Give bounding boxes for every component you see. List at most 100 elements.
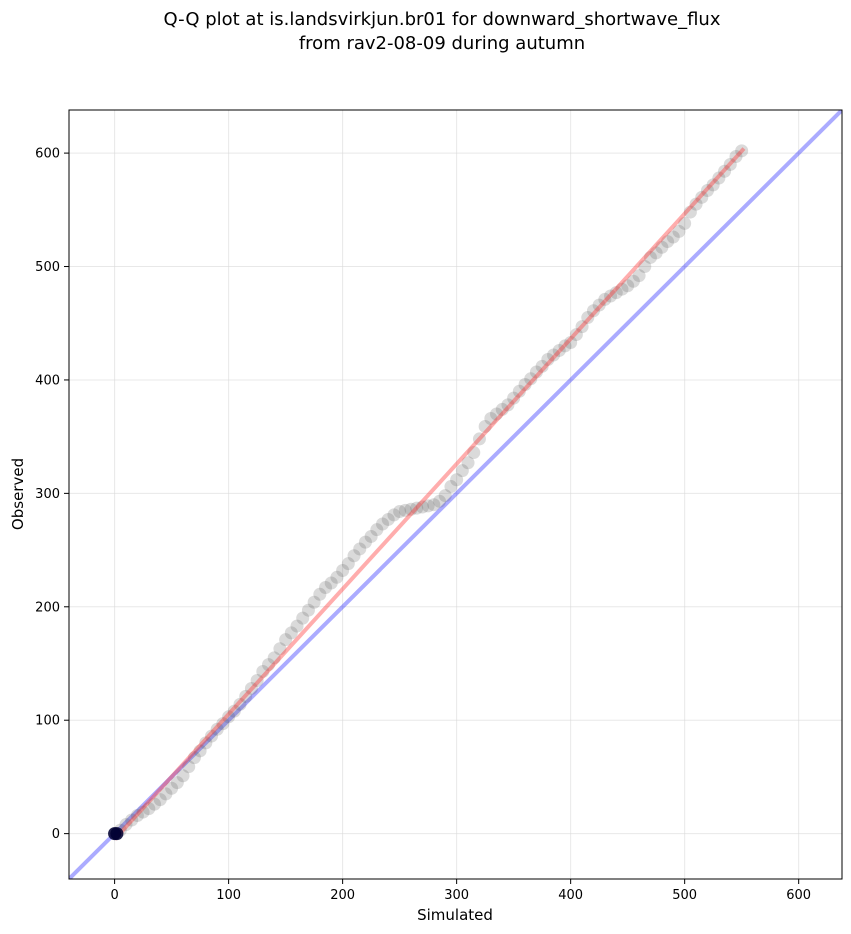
- quantile-point: [330, 570, 344, 584]
- quantile-point: [239, 689, 253, 703]
- quantile-point: [125, 813, 139, 827]
- quantile-point: [273, 642, 287, 656]
- quantile-point: [666, 230, 680, 244]
- quantile-point: [638, 260, 652, 274]
- quantile-point: [495, 402, 509, 416]
- quantile-point: [455, 464, 469, 478]
- quantile-point: [193, 744, 207, 758]
- grid-layer: [69, 110, 842, 879]
- x-tick-label: 500: [672, 888, 697, 903]
- quantile-point: [512, 384, 526, 398]
- quantile-point: [182, 760, 196, 774]
- quantile-point: [552, 343, 566, 357]
- quantile-point: [142, 802, 156, 816]
- quantile-point: [735, 144, 749, 158]
- quantile-point: [683, 205, 697, 219]
- quantile-point: [490, 407, 504, 421]
- quantile-point: [153, 793, 167, 807]
- x-tick-label: 100: [216, 888, 241, 903]
- quantile-point: [148, 797, 162, 811]
- quantile-point: [336, 563, 350, 577]
- quantile-point: [564, 336, 578, 350]
- quantile-point: [649, 246, 663, 260]
- low-quantile-point: [110, 827, 124, 841]
- quantile-point: [244, 681, 258, 695]
- quantile-point: [729, 150, 743, 164]
- y-tick-label: 600: [35, 147, 60, 162]
- quantile-point: [187, 751, 201, 765]
- quantile-point: [678, 216, 692, 230]
- quantile-point: [176, 769, 190, 783]
- quantile-point: [438, 489, 452, 503]
- quantile-point: [279, 633, 293, 647]
- y-tick-label: 0: [52, 827, 60, 842]
- quantile-point: [130, 808, 144, 822]
- plot-frame: [68, 109, 843, 880]
- quantile-point: [700, 184, 714, 198]
- quantile-point: [227, 704, 241, 718]
- quantile-point: [233, 697, 247, 711]
- x-tick-label: 200: [330, 888, 355, 903]
- plot-area: [69, 110, 842, 879]
- quantile-point: [256, 664, 270, 678]
- quantile-point: [165, 781, 179, 795]
- quantile-point: [723, 157, 737, 171]
- quantile-point: [421, 499, 435, 513]
- quantile-point: [324, 576, 338, 590]
- y-axis-label: Observed: [9, 458, 27, 530]
- quantile-point: [358, 535, 372, 549]
- quantile-point: [370, 523, 384, 537]
- x-tick-label: 400: [558, 888, 583, 903]
- quantile-point: [558, 339, 572, 353]
- quantile-point: [444, 480, 458, 494]
- x-tick-label: 600: [786, 888, 811, 903]
- quantile-point: [581, 311, 595, 325]
- x-tick-label: 0: [110, 888, 118, 903]
- quantile-point: [621, 279, 635, 293]
- quantile-point: [450, 473, 464, 487]
- quantile-point: [347, 549, 361, 563]
- quantile-point: [319, 581, 333, 595]
- fit-reference-line: [113, 147, 746, 841]
- quantile-point: [301, 603, 315, 617]
- quantile-point: [643, 250, 657, 264]
- quantile-point: [216, 717, 230, 731]
- quantile-point: [415, 500, 429, 514]
- x-tick-label: 300: [444, 888, 469, 903]
- quantile-point: [170, 776, 184, 790]
- quantile-point: [592, 298, 606, 312]
- quantile-point: [205, 729, 219, 743]
- quantile-point: [136, 805, 150, 819]
- y-tick-label: 500: [35, 260, 60, 275]
- quantile-point: [353, 542, 367, 556]
- y-tick-label: 400: [35, 373, 60, 388]
- chart-title-line-1: Q-Q plot at is.landsvirkjun.br01 for dow…: [164, 9, 721, 30]
- y-tick-label: 200: [35, 600, 60, 615]
- quantile-point: [655, 240, 669, 254]
- quantile-point: [706, 178, 720, 192]
- quantile-point: [267, 651, 281, 665]
- quantile-point: [387, 508, 401, 522]
- quantile-point: [478, 419, 492, 433]
- low-quantile-points: [108, 827, 124, 841]
- quantile-point: [210, 722, 224, 736]
- quantile-point: [159, 787, 173, 801]
- y-tick-label: 100: [35, 714, 60, 729]
- y-tick-label: 300: [35, 487, 60, 502]
- quantile-point: [524, 372, 538, 386]
- quantile-point: [695, 190, 709, 204]
- quantile-point: [433, 494, 447, 508]
- tick-layer: 0 100 200 300 400 500 600 0 100 200 300 400 500 600: [35, 147, 811, 903]
- quantile-point: [393, 505, 407, 519]
- quantile-point: [535, 359, 549, 373]
- quantile-point: [712, 171, 726, 185]
- quantile-point: [609, 286, 623, 300]
- quantile-point: [672, 224, 686, 238]
- quantile-point: [718, 164, 732, 178]
- quantile-point: [632, 269, 646, 283]
- quantile-point: [575, 320, 589, 334]
- quantile-point: [376, 517, 390, 531]
- quantile-point: [689, 197, 703, 211]
